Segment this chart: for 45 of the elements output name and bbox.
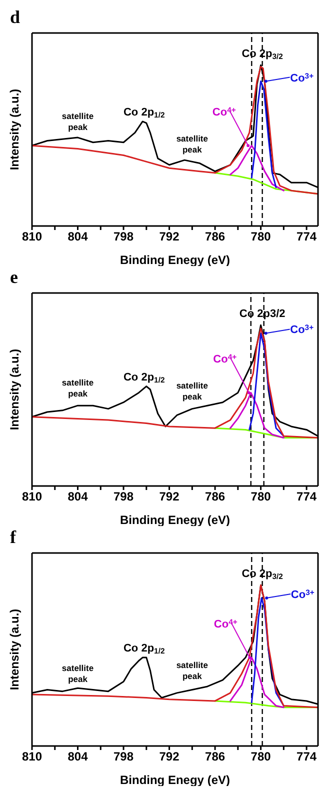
- x-tick-label: 780: [250, 750, 272, 764]
- x-tick-label: 786: [205, 230, 226, 244]
- x-tick-label: 792: [159, 230, 180, 244]
- x-tick-label: 798: [114, 490, 134, 504]
- x-tick-label: 780: [250, 230, 272, 244]
- annotation: Co 2p$_{1/2}$: [123, 106, 165, 120]
- chart-title: d: [10, 7, 22, 27]
- x-tick-label: 798: [114, 230, 134, 244]
- x-tick-label: 804: [68, 750, 88, 764]
- annotation: Co 2p$_{1/2}$: [123, 371, 165, 384]
- x-tick-label: 780: [250, 490, 272, 504]
- x-tick-label: 774: [296, 490, 317, 504]
- annotation: satellite peak: [176, 660, 208, 681]
- annotation: Co$^{4+}$: [214, 617, 238, 631]
- annotation: Co 2p$_{1/2}$: [123, 642, 165, 656]
- x-tick-label: 792: [159, 750, 180, 764]
- y-axis-title: Intensity (a.u.): [7, 348, 22, 430]
- annotation: satellite peak: [62, 110, 94, 132]
- x-tick-label: 810: [22, 230, 42, 244]
- annotation: satellite peak: [176, 380, 208, 402]
- annotation: Co 2p$_{3/2}$: [242, 48, 283, 62]
- x-tick-label: 804: [68, 490, 88, 504]
- annotation: Co 2p3/2: [239, 308, 286, 320]
- x-tick-label: 810: [22, 750, 42, 764]
- annotation: satellite peak: [62, 377, 94, 398]
- x-tick-label: 798: [114, 750, 134, 764]
- x-tick-label: 810: [22, 490, 42, 504]
- annotation: satellite peak: [176, 133, 208, 154]
- y-axis-title: Intensity (a.u.): [7, 608, 22, 690]
- annotation: Co$^{4+}$: [212, 105, 236, 119]
- annotation: Co 2p$_{3/2}$: [242, 568, 283, 582]
- y-axis-title: Intensity (a.u.): [7, 88, 22, 170]
- annotation: satellite peak: [62, 663, 94, 684]
- x-tick-label: 774: [296, 230, 317, 244]
- annotation: Co$^{3+}$: [290, 71, 314, 84]
- x-tick-label: 792: [159, 490, 180, 504]
- x-tick-label: 774: [296, 750, 317, 764]
- x-tick-label: 786: [205, 750, 226, 764]
- chart-title: e: [10, 267, 19, 287]
- annotation: Co$^{3+}$: [290, 323, 314, 336]
- x-tick-label: 786: [205, 490, 226, 504]
- chart-title: f: [10, 527, 18, 547]
- annotation: Co$^{4+}$: [213, 352, 238, 366]
- annotation: Co$^{3+}$: [290, 588, 315, 602]
- x-tick-label: 804: [68, 230, 88, 244]
